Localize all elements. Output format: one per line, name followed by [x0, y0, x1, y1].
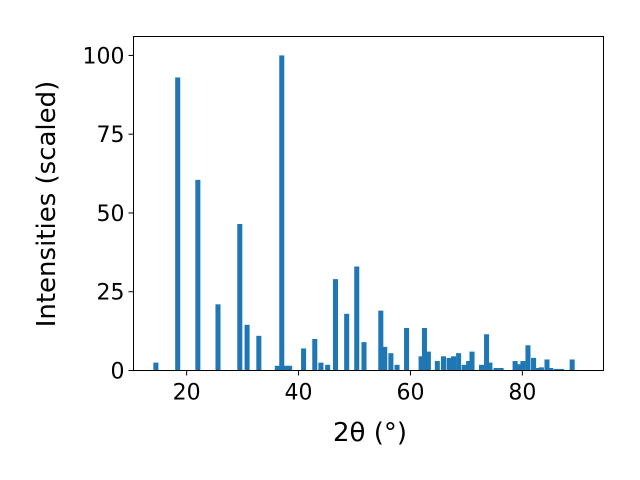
bar: [404, 327, 410, 371]
bar: [515, 364, 521, 371]
y-axis-label: Intensities (scaled): [32, 81, 62, 328]
bar: [531, 357, 537, 371]
x-ticks-group: 20 40 60 80: [173, 370, 536, 406]
bar: [466, 361, 472, 371]
bar: [456, 353, 462, 371]
bar: [301, 348, 307, 371]
bar: [153, 362, 159, 371]
bar: [487, 362, 493, 371]
bar: [344, 313, 350, 371]
x-tick-label: 80: [508, 381, 536, 406]
bar: [394, 364, 400, 371]
bar: [283, 365, 289, 371]
bar: [534, 367, 540, 371]
bar: [559, 368, 565, 371]
bar: [512, 361, 518, 371]
bar: [434, 361, 440, 371]
bar: [544, 359, 550, 371]
y-tick-label: 100: [83, 44, 125, 69]
bar: [256, 335, 262, 371]
bar: [440, 356, 446, 371]
bar: [312, 338, 318, 371]
bar: [498, 367, 504, 371]
bar: [446, 357, 452, 371]
bar: [279, 55, 285, 371]
bar: [548, 367, 554, 371]
bar: [237, 223, 243, 371]
bar: [215, 304, 221, 371]
bar: [325, 364, 331, 371]
bar: [332, 279, 339, 371]
bar: [382, 346, 388, 371]
bar: [318, 362, 324, 371]
bar: [388, 353, 394, 371]
y-tick-label: 50: [97, 202, 125, 227]
bar: [538, 367, 544, 371]
y-tick-label: 25: [97, 281, 125, 306]
bar: [451, 356, 457, 371]
x-axis-label: 2θ (°): [333, 418, 407, 448]
bar: [361, 342, 367, 371]
bar: [354, 266, 360, 371]
bar: [479, 364, 485, 371]
y-ticks-group: 0 25 50 75 100: [83, 44, 134, 385]
bar: [469, 351, 475, 371]
bar: [461, 364, 467, 371]
bar: [175, 77, 181, 371]
bar: [195, 179, 201, 371]
y-tick-label: 0: [111, 360, 125, 385]
bar: [425, 351, 431, 371]
bar: [421, 327, 427, 371]
bar: [569, 359, 575, 371]
bar: [418, 356, 424, 371]
bar: [378, 310, 384, 371]
bars-group: [153, 55, 575, 371]
bar: [287, 365, 293, 371]
bar: [525, 345, 531, 371]
x-tick-label: 60: [396, 381, 424, 406]
bar: [520, 361, 526, 371]
y-tick-label: 75: [97, 123, 125, 148]
x-tick-label: 40: [285, 381, 313, 406]
bar: [274, 365, 280, 371]
bar: [493, 367, 499, 371]
bar: [484, 334, 490, 371]
plot-frame: [133, 36, 604, 371]
x-tick-label: 20: [173, 381, 201, 406]
bar: [244, 324, 250, 371]
bar: [553, 368, 560, 371]
